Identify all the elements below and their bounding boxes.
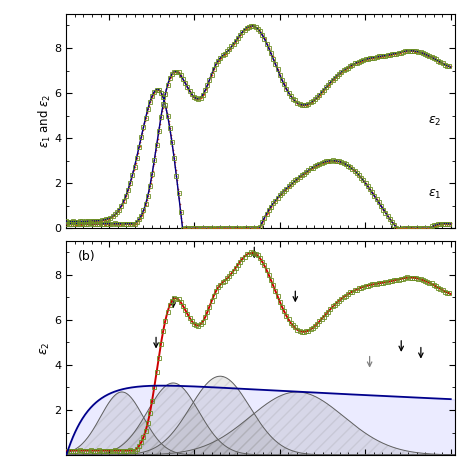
Text: (b): (b) <box>78 250 96 263</box>
Text: $\varepsilon_1$: $\varepsilon_1$ <box>428 187 441 201</box>
Y-axis label: $\varepsilon_1$ and $\varepsilon_2$: $\varepsilon_1$ and $\varepsilon_2$ <box>37 94 53 148</box>
Text: $\varepsilon_2$: $\varepsilon_2$ <box>428 115 441 128</box>
Y-axis label: $\varepsilon_2$: $\varepsilon_2$ <box>38 341 52 355</box>
